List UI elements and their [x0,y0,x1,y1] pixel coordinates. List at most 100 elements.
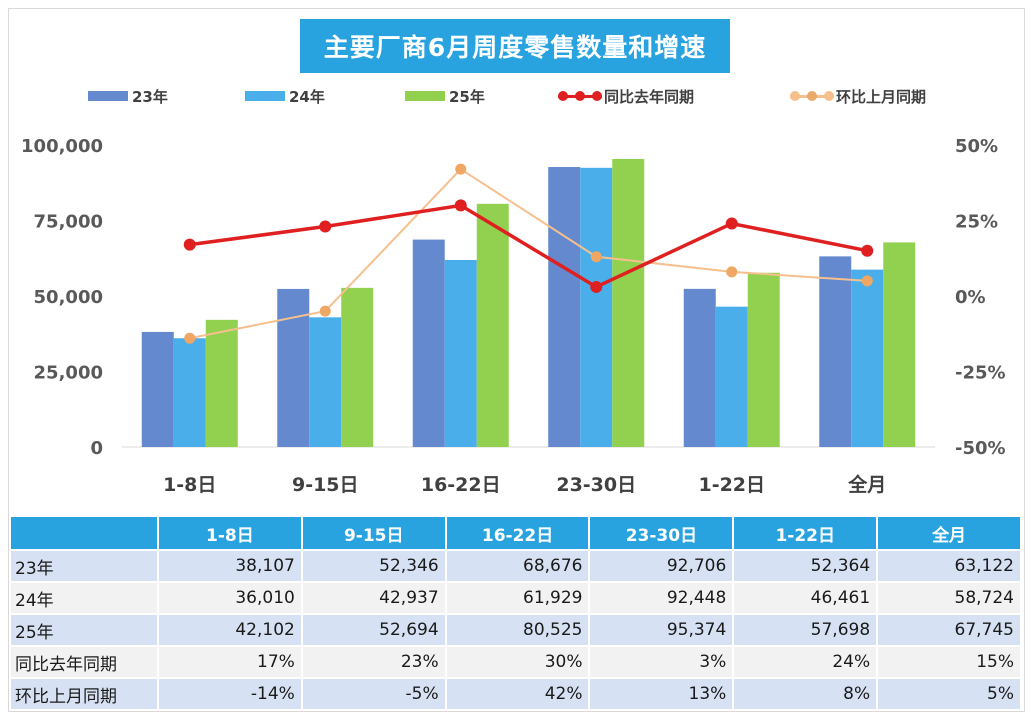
table-cell: 42,937 [300,581,447,615]
legend-item-23: 23年 [88,86,168,106]
point-同比去年同期 [183,238,196,251]
x-tick-label: 16-22日 [421,474,501,496]
table-cell: 3% [588,645,735,679]
table-cell: 92,448 [588,581,735,615]
bar-25年 [205,319,238,447]
table-row: 24年 36,010 42,937 61,929 92,448 46,461 5… [9,581,1022,615]
table-cell: -14% [157,677,303,711]
y-tick-label: 50,000 [34,287,103,308]
y-tick-label: 75,000 [34,212,103,233]
legend-label-25: 25年 [449,87,485,106]
point-环比上月同期 [184,332,196,344]
table-cell: 24% [732,645,879,679]
table-cell: 61,929 [444,581,591,615]
legend-swatch-24 [245,91,285,101]
figure-frame [8,8,1025,712]
chart-plot: 0 25,000 50,000 75,000 100,000 -50% -25% 0% 25% 5… [21,136,1006,496]
table-header-cell: 9-15日 [300,515,447,551]
x-tick-label: 9-15日 [292,474,359,496]
table-cell: 52,694 [300,613,447,647]
table-header-cell: 1-22日 [732,515,879,551]
point-同比去年同期 [725,217,738,230]
point-同比去年同期 [454,199,467,212]
table-cell: 52,364 [732,549,879,583]
legend-label-mom: 环比上月同期 [836,87,927,106]
table-header-cell [9,515,159,551]
bar-23年 [683,288,716,447]
y-tick-label: 0 [90,438,103,459]
bar-23年 [412,239,445,447]
point-环比上月同期 [726,266,738,278]
bar-25年 [476,203,509,447]
table-cell: 36,010 [157,581,303,615]
line-环比上月同期 [189,167,868,340]
point-同比去年同期 [319,220,332,233]
table-cell: 57,698 [732,613,879,647]
bar-25年 [883,242,916,447]
table-cell: 92,706 [588,549,735,583]
table-cell: 58,724 [876,581,1022,615]
table-cell: 46,461 [732,581,879,615]
table-cell: 38,107 [157,549,303,583]
legend-line-mom [790,90,834,102]
bar-24年 [580,167,613,447]
table-cell: 5% [876,677,1022,711]
table-cell: 23% [300,645,447,679]
legend-item-24: 24年 [245,86,325,106]
point-环比上月同期 [319,305,331,317]
bar-23年 [819,256,852,447]
data-table: 1-8日 9-15日 16-22日 23-30日 1-22日 全月 23年 38… [9,515,1022,711]
table-header-cell: 全月 [876,515,1022,551]
legend-swatch-23 [88,91,128,101]
bar-24年 [715,306,748,447]
point-环比上月同期 [590,251,602,263]
table-cell: 8% [732,677,879,711]
chart-title: 主要厂商6月周度零售数量和增速 [300,19,730,73]
row-label: 24年 [9,581,159,615]
legend-line-yoy [558,90,602,102]
table-header-cell: 16-22日 [444,515,591,551]
row-label: 23年 [9,549,159,583]
bar-25年 [747,272,780,447]
table-cell: 95,374 [588,613,735,647]
row-label: 25年 [9,613,159,647]
legend-label-23: 23年 [132,87,168,106]
bar-23年 [548,167,581,447]
table-row: 同比去年同期 17% 23% 30% 3% 24% 15% [9,645,1022,679]
point-同比去年同期 [861,244,874,257]
table-cell: 52,346 [300,549,447,583]
bar-23年 [277,288,310,447]
table-cell: 15% [876,645,1022,679]
legend-item-yoy: 同比去年同期 [558,86,694,106]
y-tick-label: 25,000 [34,363,103,384]
legend-item-25: 25年 [405,86,485,106]
point-环比上月同期 [861,275,873,287]
table-cell: 13% [588,677,735,711]
row-label: 同比去年同期 [9,645,159,679]
table-cell: 80,525 [444,613,591,647]
table-row: 23年 38,107 52,346 68,676 92,706 52,364 6… [9,549,1022,583]
bar-23年 [141,331,174,447]
y2-tick-label: 50% [955,136,998,157]
table-cell: -5% [300,677,447,711]
table-row: 环比上月同期 -14% -5% 42% 13% 8% 5% [9,677,1022,711]
bar-24年 [851,269,884,447]
y2-tick-label: -25% [955,363,1006,384]
x-tick-label: 1-22日 [698,474,765,496]
y2-tick-label: -50% [955,438,1006,459]
y2-tick-label: 25% [955,212,998,233]
table-cell: 42,102 [157,613,303,647]
bar-24年 [309,317,342,447]
point-同比去年同期 [590,280,603,293]
x-tick-label: 1-8日 [163,474,216,496]
bar-24年 [173,338,206,447]
y-tick-label: 100,000 [21,136,103,157]
bar-24年 [444,259,477,447]
point-环比上月同期 [455,163,467,175]
table-cell: 67,745 [876,613,1022,647]
table-cell: 42% [444,677,591,711]
bar-25年 [612,158,645,447]
line-同比去年同期 [189,203,868,289]
bar-25年 [341,287,374,447]
table-cell: 17% [157,645,303,679]
